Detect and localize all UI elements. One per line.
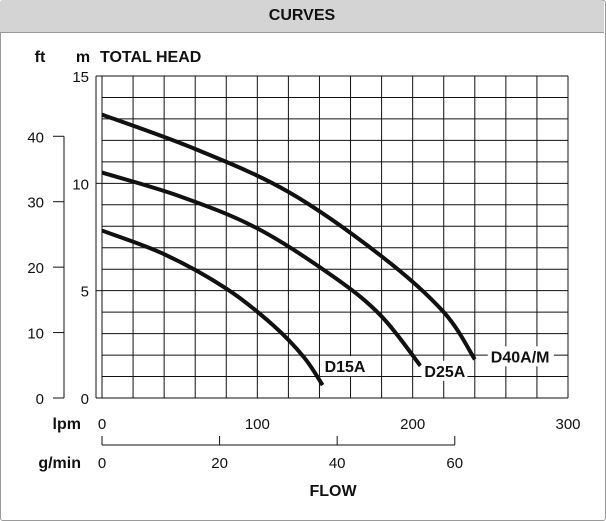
lpm-tick-label: 0 — [98, 416, 106, 433]
gmin-tick-label: 20 — [211, 455, 228, 472]
chart-title: CURVES — [0, 0, 604, 33]
curve-d25a — [101, 170, 423, 368]
m-unit-label: m — [76, 49, 90, 66]
m-tick-label: 10 — [72, 176, 89, 193]
m-tick-label: 15 — [72, 69, 89, 86]
lpm-tick-label: 300 — [555, 416, 580, 433]
curve-d15a — [101, 228, 325, 387]
ft-unit-label: ft — [35, 49, 46, 66]
series-label-d40a-m: D40A/M — [491, 349, 550, 366]
label-bg-d40a-m — [487, 346, 554, 367]
y-axis-title: TOTAL HEAD — [100, 49, 201, 66]
lpm-unit-label: lpm — [53, 416, 81, 433]
gmin-tick-label: 0 — [98, 455, 106, 472]
ft-tick-label: 10 — [27, 326, 44, 343]
m-tick-label: 5 — [81, 284, 89, 301]
grid — [101, 75, 569, 399]
gmin-tick-label: 60 — [446, 455, 463, 472]
ft-tick-label: 20 — [27, 260, 44, 277]
m-tick-label: 0 — [81, 391, 89, 408]
series-label-d25a: D25A — [424, 364, 465, 381]
ft-tick-label: 40 — [27, 129, 44, 146]
x-axis-title: FLOW — [309, 483, 357, 500]
curves — [101, 112, 477, 387]
series-label-d15a: D15A — [325, 359, 366, 376]
gmin-unit-label: g/min — [38, 455, 81, 472]
lpm-tick-label: 100 — [245, 416, 270, 433]
label-bg-d25a — [421, 360, 468, 381]
gmin-tick-label: 40 — [329, 455, 346, 472]
axes — [53, 75, 456, 446]
ft-tick-label: 30 — [27, 195, 44, 212]
ft-tick-label: 0 — [36, 391, 44, 408]
lpm-tick-label: 200 — [400, 416, 425, 433]
curve-d40a-m — [101, 112, 477, 361]
label-bg-d15a — [321, 356, 368, 377]
